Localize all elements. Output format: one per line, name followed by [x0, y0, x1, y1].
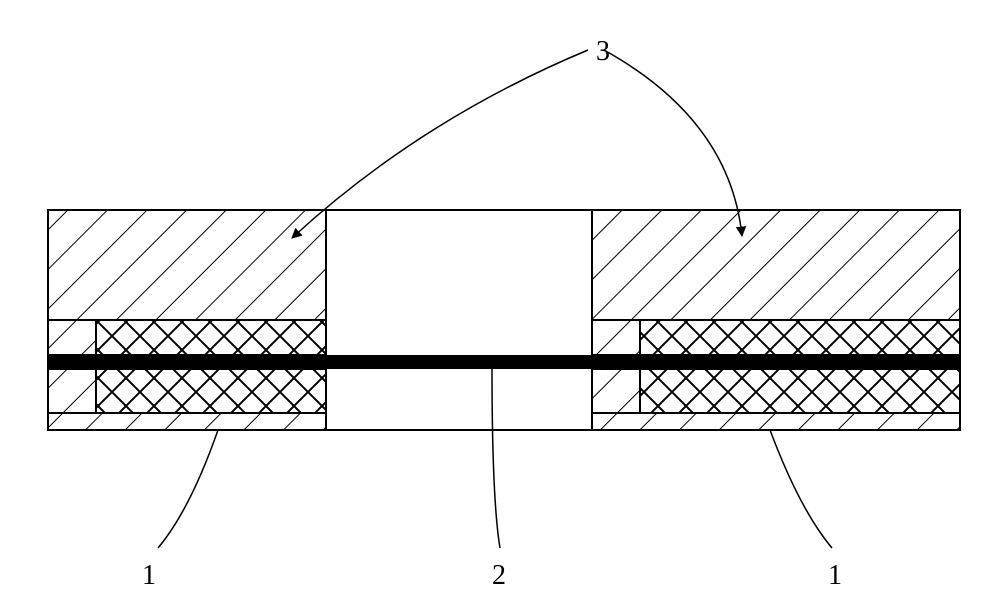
region-cross-left-top [96, 320, 326, 355]
callout-label-1-right: 1 [828, 560, 842, 592]
callout-label-3: 3 [596, 36, 610, 68]
callout-label-2: 2 [492, 560, 506, 592]
callout-leader-1-right-0 [770, 430, 832, 548]
region-side-left-top [48, 320, 96, 355]
region-top-left [48, 210, 326, 320]
region-cross-right-top [640, 320, 960, 355]
region-top-right [592, 210, 960, 320]
region-side-mid-bot [592, 369, 640, 413]
callout-leader-2-0 [492, 368, 500, 548]
region-side-mid-top [592, 320, 640, 355]
region-bot-right [592, 413, 960, 430]
region-bot-left [48, 413, 326, 430]
callout-leader-1-left-0 [158, 430, 218, 548]
diagram-canvas [0, 0, 1000, 598]
region-side-left-bot [48, 369, 96, 413]
callout-label-1-left: 1 [142, 560, 156, 592]
region-cross-left-bot [96, 369, 326, 413]
callout-leader-3-1 [604, 50, 742, 236]
region-cross-right-bot [640, 369, 960, 413]
center-band [48, 355, 960, 369]
